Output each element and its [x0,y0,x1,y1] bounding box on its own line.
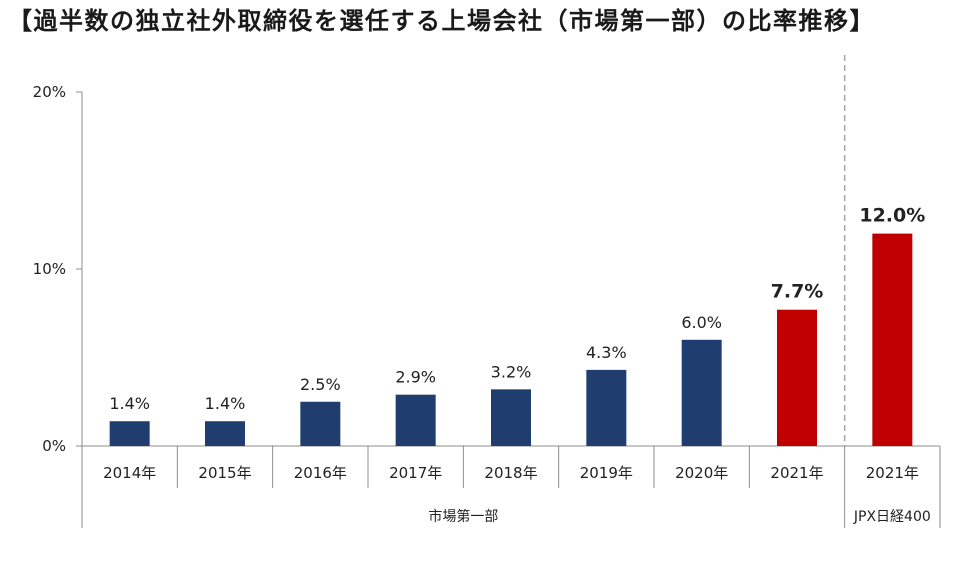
bar [205,421,245,446]
bar [395,394,436,446]
bar [300,401,341,446]
category-label: 2019年 [580,464,633,482]
data-label: 2.9% [395,368,436,387]
data-label: 1.4% [205,394,246,413]
category-label: 2015年 [198,464,251,482]
y-tick-label: 0% [42,437,66,455]
y-tick-label: 20% [33,83,66,101]
group-label: JPX日経400 [853,509,931,525]
category-label: 2014年 [103,464,156,482]
category-label: 2021年 [866,464,919,482]
category-label: 2017年 [389,464,442,482]
data-label: 7.7% [771,281,824,303]
data-label: 1.4% [109,394,150,413]
data-label: 4.3% [586,343,627,362]
data-label: 12.0% [859,205,925,227]
data-label: 2.5% [300,375,341,394]
category-label: 2020年 [675,464,728,482]
bar [109,421,150,446]
data-label: 6.0% [681,313,722,332]
category-label: 2021年 [770,464,823,482]
y-tick-label: 10% [33,260,66,278]
category-label: 2016年 [294,464,347,482]
group-label: 市場第一部 [428,508,498,525]
category-label: 2018年 [484,464,537,482]
bar [491,389,531,446]
bar [777,309,817,446]
bar [872,233,913,446]
chart-title: 【過半数の独立社外取締役を選任する上場会社（市場第一部）の比率推移】 [8,7,875,35]
bar [681,339,722,446]
data-label: 3.2% [491,362,532,381]
bar [586,369,627,446]
